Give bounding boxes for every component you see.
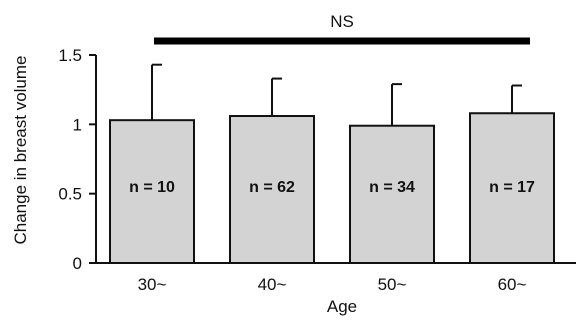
y-axis-ticks: 0 0.5 1 1.5: [58, 46, 96, 273]
y-tick-label: 0: [73, 254, 82, 273]
x-tick-label: 60~: [498, 275, 527, 294]
bar: [469, 112, 555, 264]
significance-label: NS: [330, 12, 354, 31]
y-axis-label: Change in breast volume: [11, 55, 30, 244]
y-tick-label: 1.5: [58, 46, 82, 65]
x-tick-label: 40~: [258, 275, 287, 294]
bar-label: n = 62: [249, 179, 295, 196]
x-tick-label: 50~: [378, 275, 407, 294]
bar-label: n = 10: [129, 179, 175, 196]
bar-label: n = 34: [369, 179, 415, 196]
x-tick-label: 30~: [138, 275, 167, 294]
y-tick-label: 0.5: [58, 185, 82, 204]
bar-label: n = 17: [489, 179, 535, 196]
x-axis-label: Age: [327, 297, 357, 316]
x-axis-ticks: 30~ 40~ 50~ 60~: [138, 275, 527, 294]
y-tick-label: 1: [73, 115, 82, 134]
bars-group: n = 10 n = 62 n = 34 n = 17: [109, 63, 555, 264]
